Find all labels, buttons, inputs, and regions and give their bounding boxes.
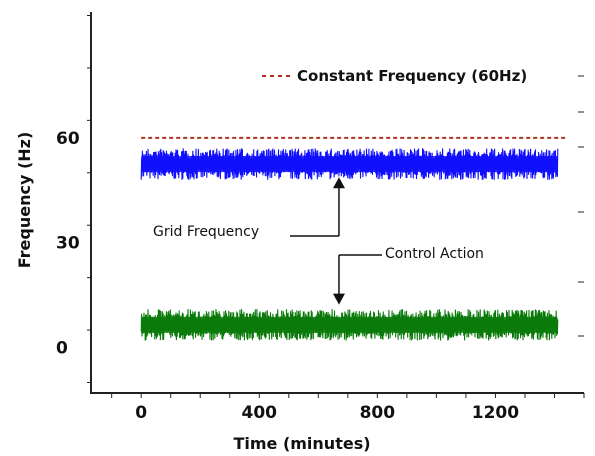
legend-label-constant: Constant Frequency (60Hz) [297, 67, 527, 85]
x-axis-title: Time (minutes) [233, 434, 370, 453]
annotation-arrowhead-grid [332, 177, 345, 189]
ticks-layer: 0 30 60 0 400 800 1200 [56, 14, 585, 423]
plot-frame [90, 12, 584, 394]
annotation-layer [290, 177, 382, 305]
y-tick-label: 60 [56, 129, 80, 149]
series-grid-frequency [140, 148, 559, 180]
x-tick-label: 1200 [472, 403, 519, 423]
y-tick-label: 30 [56, 234, 80, 254]
y-axis-title: Frequency (Hz) [15, 132, 34, 269]
series-control-action [140, 309, 559, 341]
axis-lines [90, 12, 584, 394]
annotation-control-action: Control Action [385, 246, 484, 262]
series-layer [140, 136, 567, 341]
y-tick-label: 0 [56, 339, 68, 359]
annotation-arrowhead-control [332, 293, 345, 305]
x-tick-label: 400 [242, 403, 278, 423]
x-tick-label: 0 [135, 403, 147, 423]
annotation-grid-frequency: Grid Frequency [153, 224, 259, 240]
legend: Constant Frequency (60Hz) [262, 67, 527, 85]
x-tick-label: 800 [360, 403, 396, 423]
